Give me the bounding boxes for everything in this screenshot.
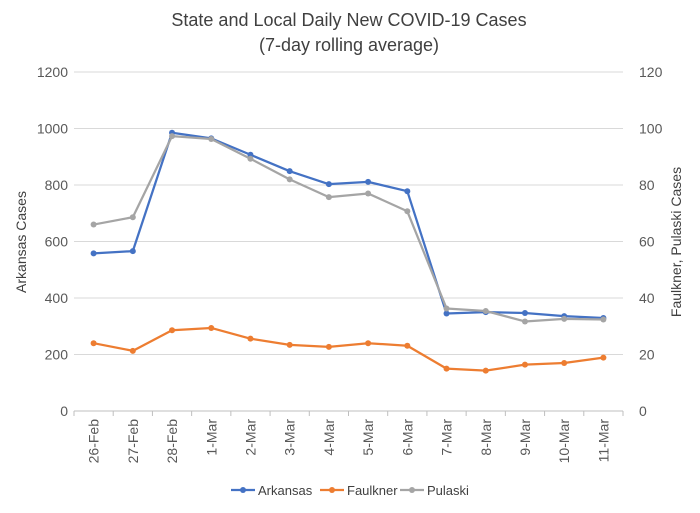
arkansas-data-point — [521, 309, 528, 316]
faulkner-data-point — [129, 347, 136, 354]
faulkner-data-point — [90, 340, 97, 347]
pulaski-series-line — [93, 135, 604, 323]
pulaski-legend-marker — [409, 487, 415, 493]
arkansas-legend-label: Arkansas — [258, 483, 313, 498]
x-tick-label: 9-Mar — [517, 419, 533, 456]
axes: 0 200 400 600 800 1000 1200 0 20 40 60 80 100 120 26-F… — [37, 64, 663, 463]
pulaski-data-point — [325, 194, 332, 201]
x-tick-label: 1-Mar — [203, 419, 219, 456]
faulkner-legend-marker — [329, 487, 335, 493]
legend: Arkansas Faulkner Pulaski — [231, 483, 469, 498]
chart-title: State and Local Daily New COVID-19 Cases — [171, 10, 526, 30]
x-tick-label: 2-Mar — [242, 419, 258, 456]
x-tick-label: 7-Mar — [439, 419, 455, 456]
pulaski-data-point — [561, 315, 568, 322]
arkansas-data-point — [325, 181, 332, 188]
pulaski-data-point — [90, 221, 97, 228]
pulaski-data-point — [286, 176, 293, 183]
y2-tick-label: 0 — [639, 403, 647, 419]
x-tick-label: 3-Mar — [282, 419, 298, 456]
faulkner-data-point — [325, 343, 332, 350]
x-tick-label: 6-Mar — [399, 419, 415, 456]
series-lines — [90, 129, 607, 374]
pulaski-data-point — [169, 133, 176, 140]
arkansas-data-point — [90, 250, 97, 257]
pulaski-data-point — [521, 318, 528, 325]
y-tick-label: 1200 — [37, 64, 68, 80]
x-tick-label: 4-Mar — [321, 419, 337, 456]
faulkner-data-point — [482, 367, 489, 374]
faulkner-data-point — [365, 340, 372, 347]
faulkner-legend-label: Faulkner — [347, 483, 398, 498]
y-tick-label: 200 — [45, 347, 69, 363]
faulkner-data-point — [169, 327, 176, 334]
x-tick-label: 26-Feb — [86, 419, 102, 464]
arkansas-data-point — [286, 168, 293, 175]
x-tick-label: 11-Mar — [595, 419, 611, 463]
pulaski-data-point — [365, 190, 372, 197]
x-tick-label: 8-Mar — [478, 419, 494, 456]
faulkner-data-point — [404, 342, 411, 349]
y2-tick-label: 40 — [639, 290, 655, 306]
pulaski-data-point — [208, 135, 215, 142]
y-tick-label: 0 — [60, 403, 68, 419]
pulaski-data-point — [404, 208, 411, 215]
pulaski-legend-label: Pulaski — [427, 483, 469, 498]
y2-tick-label: 120 — [639, 64, 663, 80]
pulaski-data-point — [247, 155, 254, 162]
faulkner-series-line — [93, 326, 604, 372]
x-tick-label: 28-Feb — [164, 419, 180, 464]
arkansas-data-point — [404, 188, 411, 195]
pulaski-data-point — [443, 305, 450, 312]
y2-tick-label: 80 — [639, 177, 655, 193]
pulaski-data-point — [600, 316, 607, 323]
x-tick-label: 10-Mar — [556, 419, 572, 464]
faulkner-data-point — [286, 341, 293, 348]
faulkner-data-point — [600, 354, 607, 361]
arkansas-data-point — [365, 178, 372, 185]
y2-tick-label: 60 — [639, 234, 655, 250]
pulaski-data-point — [482, 307, 489, 314]
arkansas-data-point — [443, 310, 450, 317]
y-axis-title: Arkansas Cases — [13, 191, 29, 293]
arkansas-legend-marker — [240, 487, 246, 493]
y-tick-label: 400 — [45, 290, 69, 306]
faulkner-data-point — [521, 361, 528, 368]
y-tick-label: 1000 — [37, 121, 68, 137]
faulkner-data-point — [561, 359, 568, 366]
faulkner-data-point — [208, 324, 215, 331]
y-tick-label: 600 — [45, 234, 69, 250]
x-tick-label: 5-Mar — [360, 419, 376, 456]
y-tick-label: 800 — [45, 177, 69, 193]
chart-subtitle: (7-day rolling average) — [259, 35, 439, 55]
faulkner-data-point — [443, 365, 450, 372]
x-tick-label: 27-Feb — [125, 419, 141, 464]
y2-tick-label: 100 — [639, 121, 663, 137]
arkansas-data-point — [129, 248, 136, 255]
arkansas-series-line — [93, 131, 604, 320]
y2-axis-title: Faulkner, Pulaski Cases — [668, 167, 684, 317]
pulaski-data-point — [129, 214, 136, 221]
y2-tick-label: 20 — [639, 347, 655, 363]
faulkner-data-point — [247, 335, 254, 342]
gridlines — [74, 71, 623, 355]
